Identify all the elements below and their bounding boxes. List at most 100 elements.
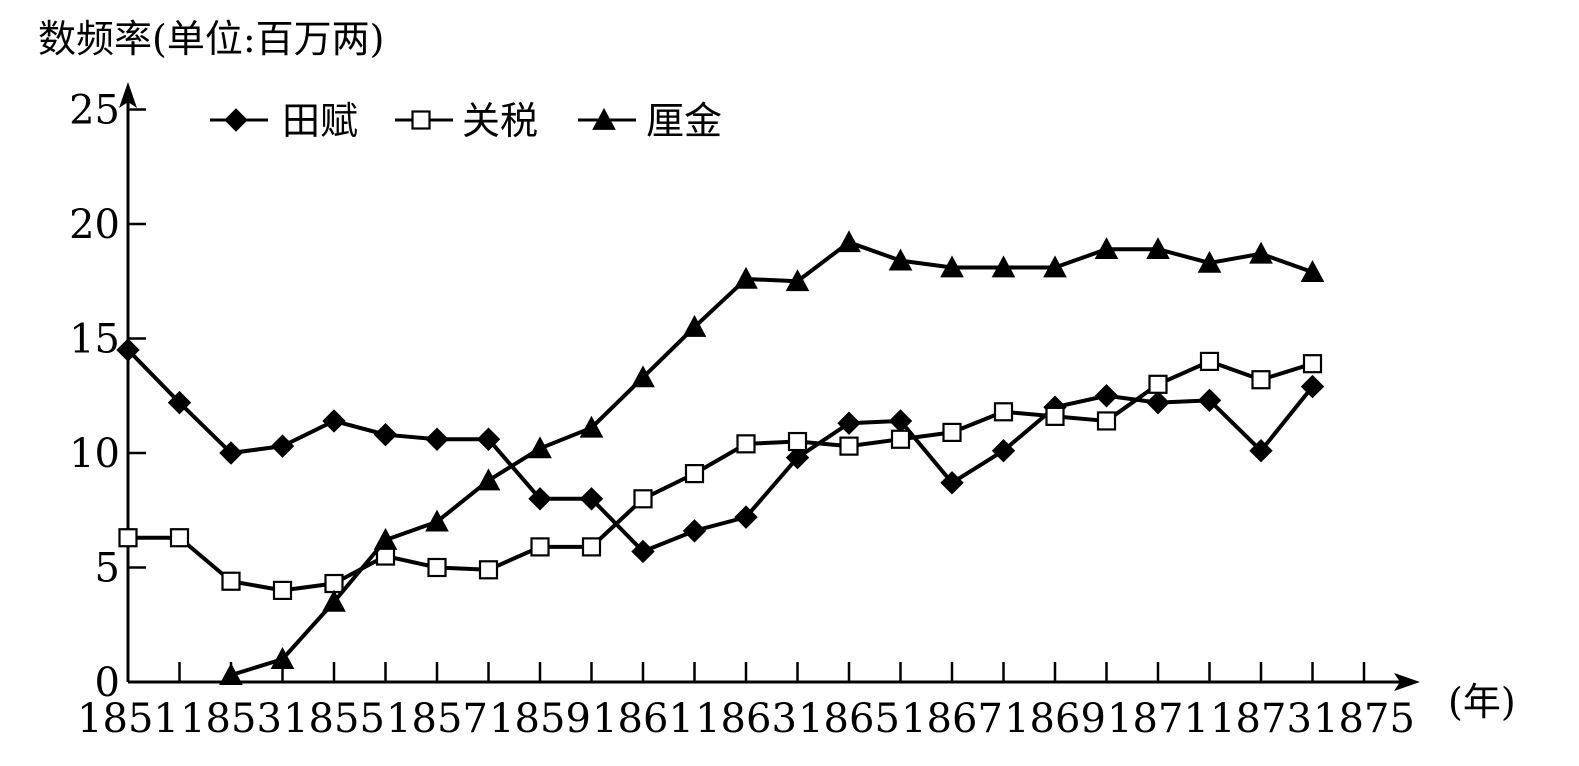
series-line — [128, 359, 1314, 593]
data-point-triangle — [1249, 241, 1273, 264]
x-axis-arrow — [1394, 673, 1420, 691]
series-line — [230, 240, 1314, 678]
data-point-diamond — [1249, 439, 1273, 463]
data-point-square — [478, 560, 499, 580]
data-point-square — [221, 571, 241, 591]
x-tick-label: 1859 — [489, 696, 591, 742]
data-point-triangle — [888, 248, 913, 271]
data-point-square — [581, 537, 602, 557]
legend-label: 田赋 — [282, 99, 358, 143]
x-axis-unit-label: (年) — [1448, 680, 1516, 724]
legend: 田赋 关税 厘金 — [210, 99, 722, 143]
data-point-triangle — [270, 647, 295, 669]
data-point-triangle — [1146, 237, 1170, 260]
x-tick-label: 1869 — [1004, 696, 1106, 742]
y-tick-label: 0 — [95, 660, 120, 706]
data-point-diamond — [1197, 388, 1222, 413]
x-tick-label: 1853 — [180, 696, 282, 742]
axis-ticks: 1851 1853 1855 1857 1859 1861 1863 1865 1867 1869… — [69, 88, 1415, 743]
data-point-triangle — [1043, 255, 1067, 278]
legend-item: 厘金 — [578, 99, 722, 143]
data-point-triangle — [631, 365, 655, 388]
x-tick-label: 1855 — [283, 696, 385, 742]
series-triangle — [219, 230, 1325, 685]
data-point-diamond — [322, 409, 346, 433]
x-tick-label: 1875 — [1313, 696, 1415, 742]
data-point-square — [530, 537, 550, 557]
data-point-square — [633, 489, 653, 509]
y-tick-label: 15 — [69, 317, 120, 363]
x-tick-label: 1851 — [77, 696, 179, 742]
legend-item: 关税 — [395, 99, 538, 143]
data-point-diamond — [1146, 390, 1170, 415]
data-point-square — [1045, 406, 1065, 426]
data-point-diamond — [116, 338, 140, 362]
x-tick-label: 1857 — [386, 696, 488, 742]
series-diamond — [116, 338, 1325, 564]
data-point-diamond — [991, 439, 1016, 463]
data-point-diamond — [425, 427, 449, 451]
data-point-square — [272, 580, 293, 601]
data-point-square — [1302, 354, 1323, 374]
y-tick-label: 5 — [95, 546, 120, 592]
data-point-triangle — [837, 230, 861, 253]
data-point-diamond — [1094, 384, 1119, 408]
data-point-diamond — [940, 471, 964, 495]
y-axis-arrow — [119, 82, 137, 108]
data-point-square — [169, 528, 190, 548]
legend-marker-diamond — [224, 108, 248, 132]
data-point-square — [890, 429, 911, 449]
data-point-diamond — [373, 422, 398, 447]
y-tick-label: 10 — [69, 431, 120, 477]
data-point-diamond — [270, 434, 295, 458]
data-point-triangle — [1197, 250, 1222, 273]
x-tick-label: 1861 — [592, 696, 694, 742]
data-point-triangle — [1300, 260, 1325, 282]
x-tick-label: 1867 — [901, 696, 1003, 742]
data-point-square — [1251, 370, 1271, 390]
data-point-diamond — [528, 487, 552, 511]
data-point-triangle — [785, 269, 810, 292]
data-point-triangle — [940, 255, 964, 278]
series-square — [118, 351, 1323, 601]
data-point-square — [787, 431, 808, 452]
data-point-triangle — [425, 509, 449, 532]
data-point-triangle — [528, 436, 552, 459]
legend-label: 厘金 — [646, 99, 722, 143]
data-point-diamond — [837, 411, 861, 435]
legend-label: 关税 — [462, 99, 538, 143]
data-point-triangle — [1094, 237, 1119, 260]
data-point-square — [736, 434, 756, 454]
x-tick-label: 1863 — [695, 696, 797, 742]
y-tick-label: 25 — [69, 88, 120, 134]
data-point-square — [1148, 374, 1168, 394]
y-tick-label: 20 — [69, 202, 120, 248]
series-line — [126, 348, 1315, 554]
data-point-diamond — [579, 487, 604, 511]
data-point-square — [942, 422, 962, 442]
data-point-square — [324, 573, 344, 594]
x-tick-label: 1865 — [798, 696, 900, 742]
chart-title: 数频率(单位:百万两) — [38, 17, 384, 61]
legend-marker-square — [411, 110, 431, 130]
data-point-diamond — [476, 427, 501, 451]
data-point-diamond — [631, 539, 655, 564]
data-point-diamond — [1300, 374, 1325, 399]
data-point-triangle — [734, 266, 758, 289]
data-point-diamond — [167, 390, 192, 415]
data-point-diamond — [785, 445, 810, 470]
data-point-triangle — [219, 663, 243, 685]
data-point-diamond — [734, 505, 758, 529]
series-group — [116, 230, 1325, 685]
x-tick-label: 1873 — [1210, 696, 1312, 742]
axes — [119, 82, 1420, 691]
data-point-triangle — [322, 589, 346, 612]
legend-marker-triangle — [592, 107, 616, 130]
legend-item: 田赋 — [210, 99, 358, 143]
data-point-square — [839, 436, 859, 456]
data-point-diamond — [682, 519, 707, 543]
data-point-diamond — [219, 441, 243, 465]
data-point-triangle — [682, 314, 707, 337]
data-point-square — [427, 557, 447, 578]
